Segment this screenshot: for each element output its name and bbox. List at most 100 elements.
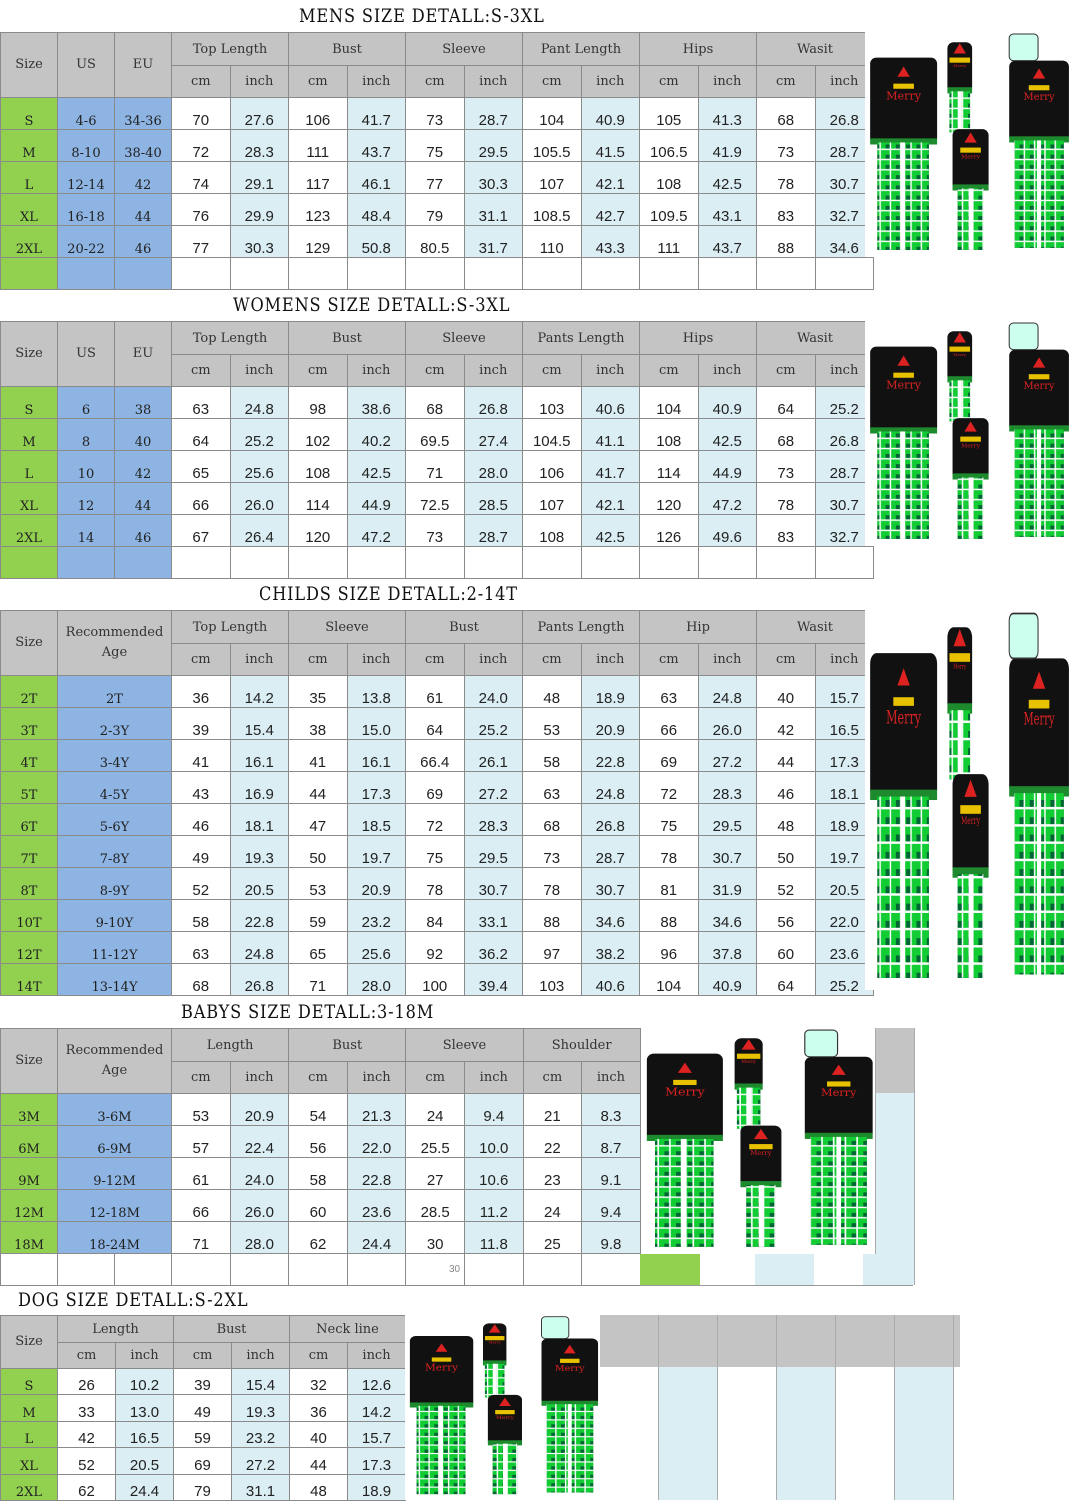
measure-cell: 29.1 (229, 161, 289, 194)
measure-cell: 68 (405, 386, 465, 419)
group-header: Bust (288, 32, 406, 66)
measure-cell: 68 (171, 963, 231, 996)
range-cell: 12-14 (57, 161, 115, 194)
range-cell: 38-40 (114, 129, 172, 162)
measure-cell: 31.9 (697, 867, 757, 900)
empty-cell (463, 546, 523, 579)
measure-cell: 15.4 (231, 1367, 290, 1396)
womens-size-table: Size US EU Top Length Bust Sleeve Pants Length… (0, 321, 874, 579)
measure-cell: 29.5 (463, 129, 523, 162)
unit-header: inch (814, 354, 874, 387)
empty-cell (463, 1253, 524, 1286)
measure-cell: 10.6 (463, 1157, 524, 1190)
measure-cell: 28.7 (814, 129, 874, 162)
measure-cell: 68 (756, 418, 816, 451)
table-row: M 8 40 64 25.2 102 40.2 69.5 27.4 104.5 41.1 108 42.… (0, 418, 874, 451)
measure-cell: 42.1 (580, 482, 640, 515)
unit-header: inch (463, 1061, 524, 1094)
measure-cell: 38 (288, 707, 348, 740)
measure-cell: 30.3 (229, 225, 289, 258)
measure-cell: 18.9 (580, 675, 640, 708)
range-cell: 46 (114, 514, 172, 547)
empty-row (0, 257, 874, 290)
empty-cell (171, 546, 231, 579)
unit-header: cm (405, 354, 465, 387)
unit-header: inch (346, 643, 406, 676)
measure-cell: 26.1 (463, 739, 523, 772)
measure-cell: 74 (171, 161, 231, 194)
column-header: EU (114, 32, 172, 98)
unit-header: cm (288, 354, 348, 387)
empty-cell (114, 546, 172, 579)
column-header: EU (114, 321, 172, 387)
measure-cell: 106 (288, 97, 348, 130)
measure-cell: 20.5 (115, 1447, 174, 1475)
measure-cell: 69 (173, 1447, 232, 1475)
measure-cell: 27.6 (229, 97, 289, 130)
measure-cell: 10.0 (463, 1125, 524, 1158)
empty-cell (522, 1253, 583, 1286)
measure-cell: 11.2 (463, 1189, 524, 1222)
measure-cell: 42.1 (580, 161, 640, 194)
column-header: Size (0, 1315, 58, 1369)
measure-cell: 73 (756, 129, 816, 162)
group-header: Top Length (171, 610, 289, 644)
measure-cell: 28.3 (229, 129, 289, 162)
size-cell: 2XL (0, 1473, 58, 1501)
childs-title: CHILDS SIZE DETALL:2-14T (259, 583, 518, 605)
measure-cell: 49 (173, 1394, 232, 1422)
svg-text:Merry: Merry (496, 1415, 514, 1421)
measure-cell: 68 (756, 97, 816, 130)
measure-cell: 23.6 (346, 1189, 407, 1222)
empty-cell (639, 546, 699, 579)
measure-cell: 40 (289, 1420, 348, 1449)
measure-cell: 53 (522, 707, 582, 740)
measure-cell: 8.7 (581, 1125, 641, 1158)
measure-cell: 16.9 (229, 771, 289, 804)
measure-cell: 14.2 (229, 675, 289, 708)
measure-cell: 16.5 (115, 1420, 174, 1449)
empty-cell (114, 257, 172, 290)
measure-cell: 62 (288, 1221, 348, 1254)
measure-cell: 44 (289, 1447, 348, 1475)
measure-cell: 31.1 (231, 1473, 290, 1501)
column-header: US (57, 32, 115, 98)
measure-cell: 20.5 (229, 867, 289, 900)
babys-title: BABYS SIZE DETALL:3-18M (181, 1001, 435, 1023)
unit-header: inch (115, 1342, 174, 1369)
group-header: Wasit (756, 610, 874, 644)
measure-cell: 63 (171, 386, 231, 419)
measure-cell: 22.8 (346, 1157, 407, 1190)
measure-cell: 53 (171, 1093, 231, 1126)
group-header: Length (57, 1315, 174, 1343)
measure-cell: 61 (171, 1157, 231, 1190)
measure-cell: 56 (288, 1125, 348, 1158)
measure-cell: 25.2 (814, 963, 874, 996)
measure-cell: 97 (522, 931, 582, 964)
measure-cell: 22.8 (229, 899, 289, 932)
measure-cell: 111 (639, 225, 699, 258)
measure-cell: 30.7 (814, 161, 874, 194)
table-row: XL 52 20.5 69 27.2 44 17.3 (0, 1447, 406, 1475)
unit-header: inch (814, 643, 874, 676)
unit-header: inch (231, 1342, 290, 1369)
measure-cell: 25.6 (229, 450, 289, 483)
table-row: 4T 3-4Y 41 16.1 41 16.1 66.4 26.1 58 22.8 69 27.2 44… (0, 739, 874, 772)
table-row: 6M 6-9M 57 22.4 56 22.0 25.5 10.0 22 8.7 (0, 1125, 641, 1158)
table-row: M 8-10 38-40 72 28.3 111 43.7 75 29.5 105.5 41.5 10… (0, 129, 874, 162)
measure-cell: 78 (522, 867, 582, 900)
family-pajamas-image: Merry Merry Merry Merry (405, 1315, 600, 1500)
header-row: Size Recommended Age Length Bust Sleeve Shoul… (0, 1028, 641, 1094)
table-row: 12T 11-12Y 63 24.8 65 25.6 92 36.2 97 38.2 96 37.8 6… (0, 931, 874, 964)
group-header: Bust (288, 321, 406, 355)
measure-cell: 9.4 (581, 1189, 641, 1222)
unit-header: inch (581, 1061, 641, 1094)
svg-text:Merry: Merry (1023, 710, 1054, 729)
measure-cell: 60 (288, 1189, 348, 1222)
unit-row: cm inch cm inch cm inch cm inch (1, 1061, 641, 1094)
empty-cell (522, 257, 582, 290)
mens-size-table: Size US EU Top Length Bust Sleeve Pant Length H… (0, 32, 874, 290)
measure-cell: 19.7 (814, 835, 874, 868)
header-row: Size Recommended Age Top Length Sleeve Bust P… (0, 610, 874, 676)
measure-cell: 25.5 (405, 1125, 465, 1158)
